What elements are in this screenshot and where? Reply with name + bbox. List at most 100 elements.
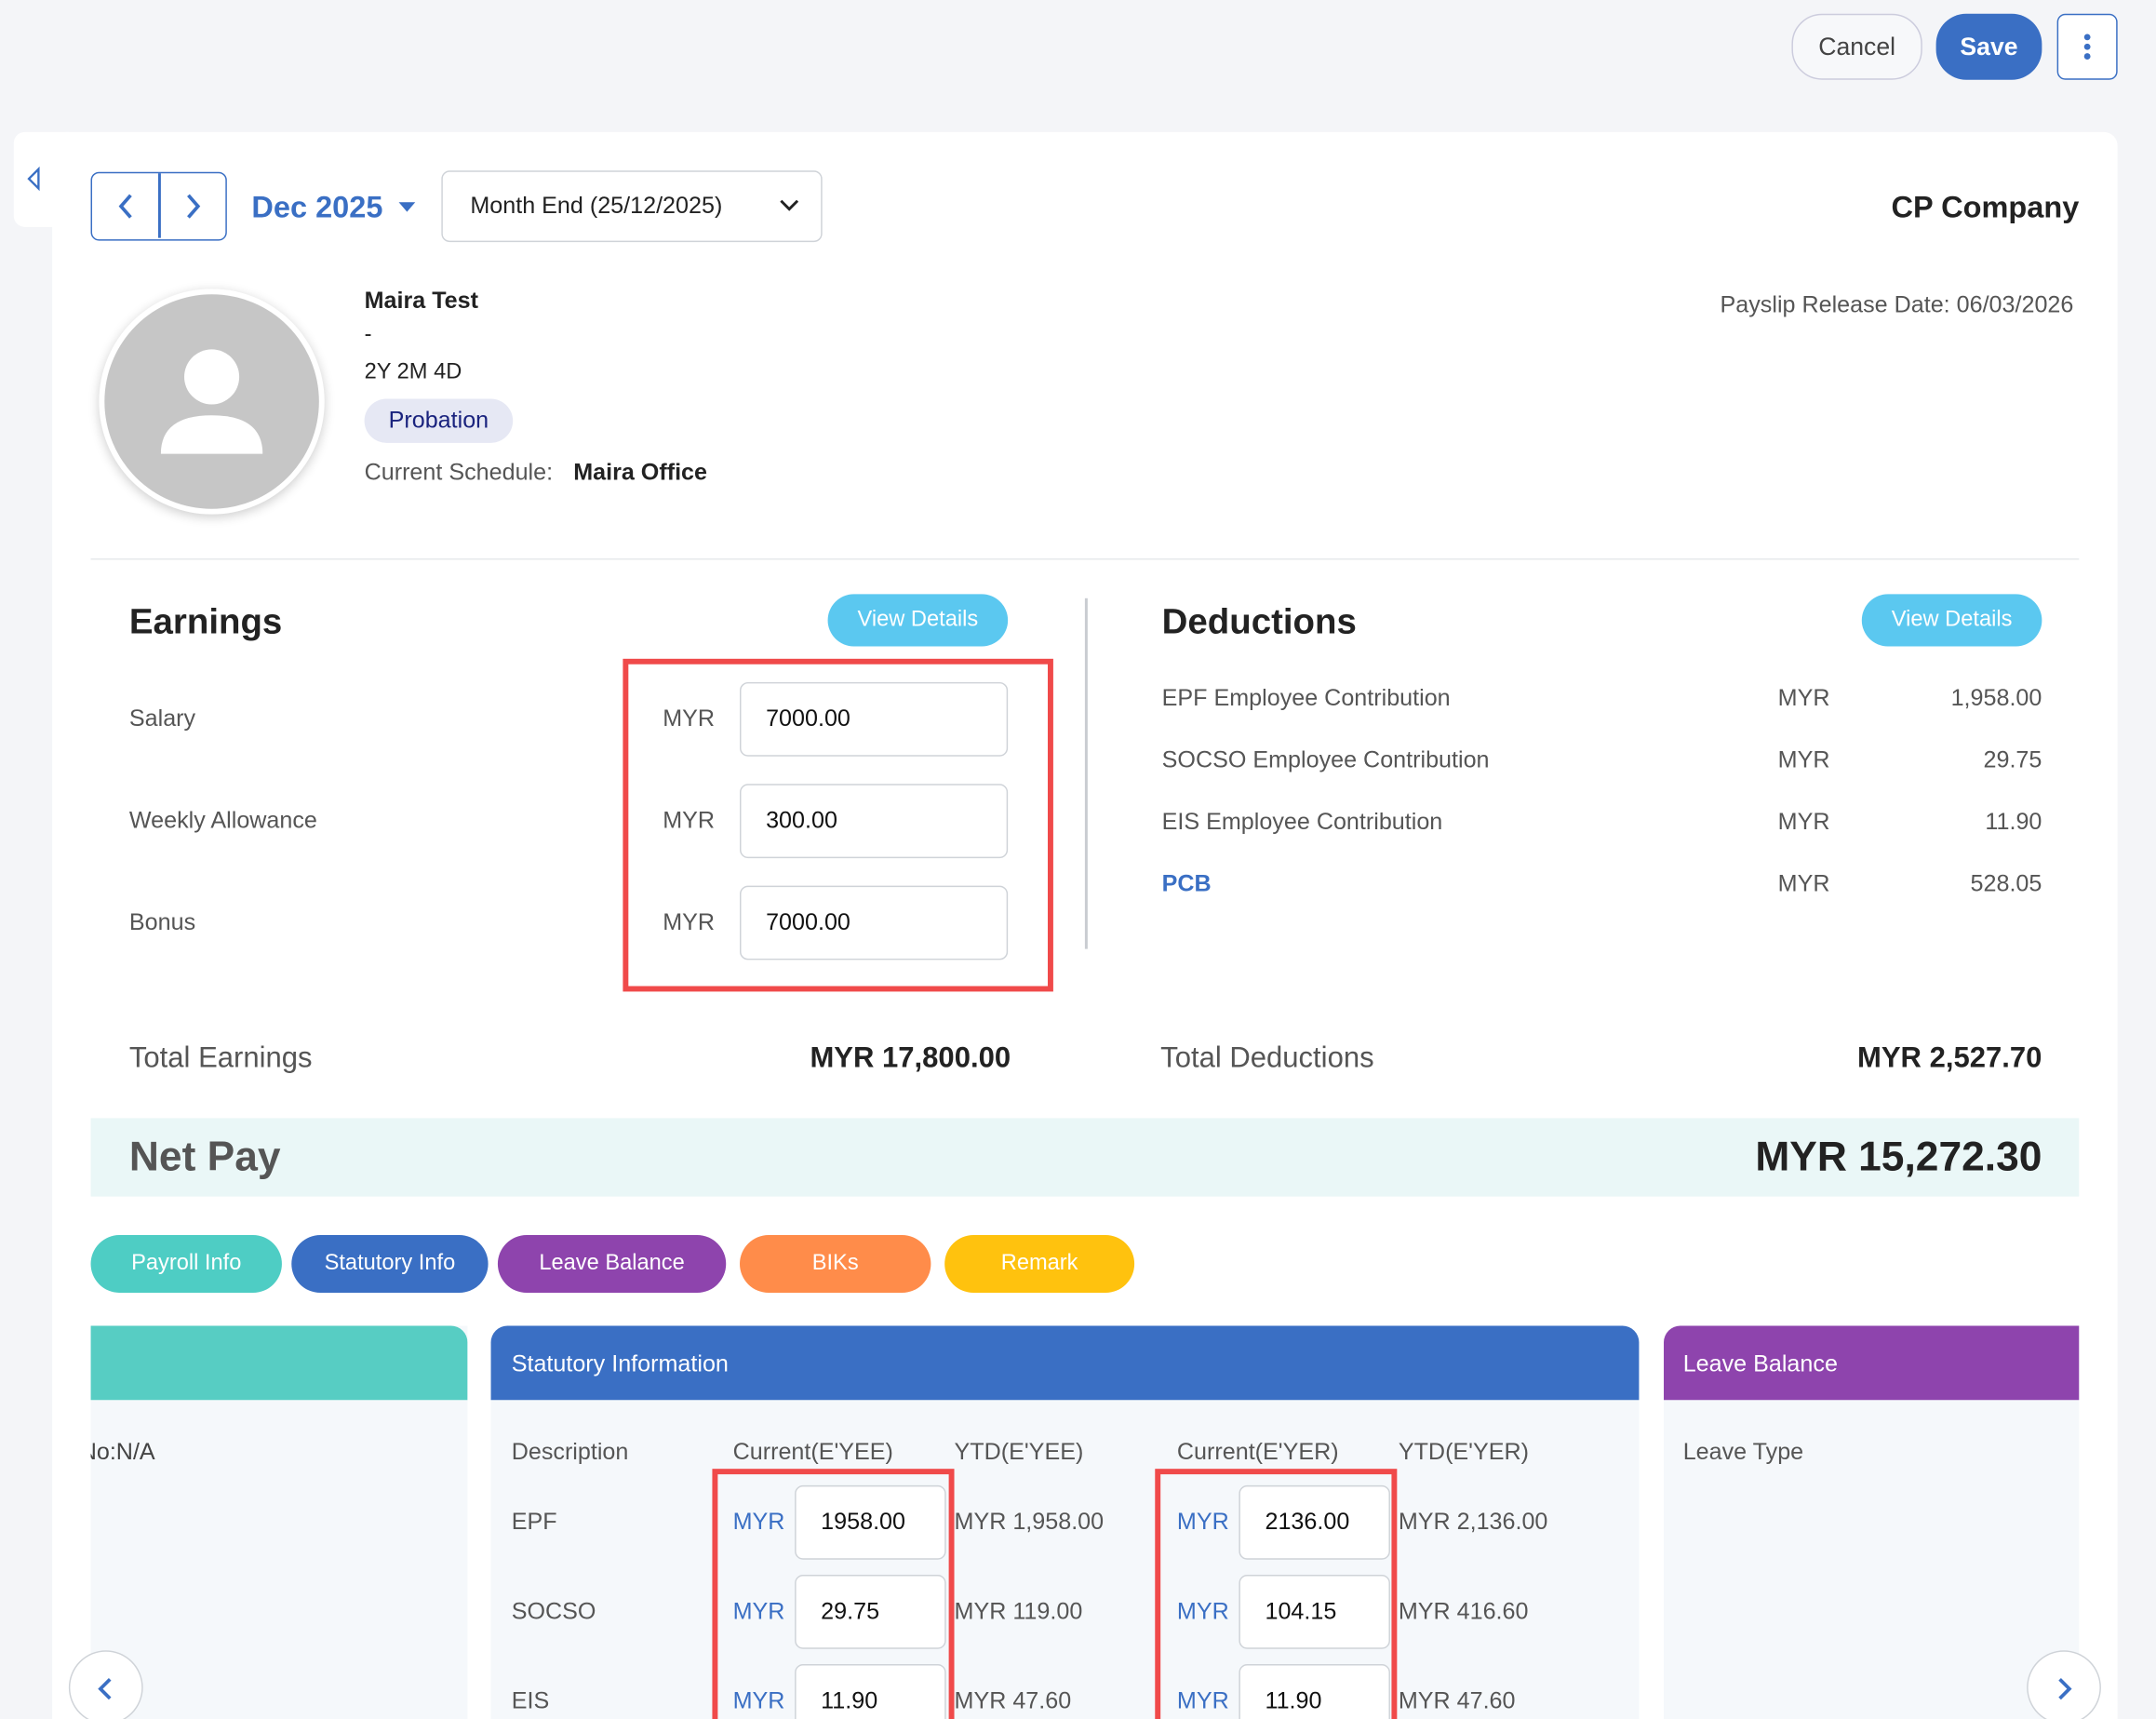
column-header: Current(E'YER): [1176, 1438, 1339, 1465]
highlight-box: [623, 658, 1053, 992]
ytd-employee: MYR 1,958.00: [954, 1509, 1105, 1536]
company: CP Company: [1891, 189, 2080, 224]
payroll-text: No:N/A: [91, 1438, 155, 1465]
tab[interactable]: BIKs: [740, 1234, 931, 1294]
currency: MYR: [1176, 1687, 1229, 1714]
leave-header: Leave Type: [1682, 1438, 1804, 1465]
run-label: Month End (25/12/2025): [470, 192, 723, 219]
currency: MYR: [1777, 808, 1830, 835]
ytd-employer: MYR 416.60: [1398, 1598, 1529, 1625]
arrow-icon: [2058, 1677, 2072, 1700]
earning-label: Salary: [128, 705, 196, 732]
statutory-title: Statutory Information: [511, 1350, 729, 1377]
run-dropdown[interactable]: [441, 170, 823, 243]
row-label: SOCSO: [511, 1598, 596, 1625]
column-header: Description: [511, 1438, 629, 1465]
earning-input[interactable]: 300.00: [740, 784, 1009, 859]
tab[interactable]: Payroll Info: [90, 1234, 282, 1294]
currency: MYR: [663, 908, 716, 935]
deduction-label: EIS Employee Contribution: [1161, 808, 1443, 835]
deductions-title: Deductions: [1161, 600, 1357, 642]
avatar-icon: [104, 294, 319, 509]
employer-input[interactable]: 11.90: [1239, 1664, 1390, 1719]
currency: MYR: [1777, 870, 1830, 897]
net-pay-label: Net Pay: [128, 1135, 281, 1180]
period-nav: [90, 171, 227, 241]
currency: MYR: [1777, 684, 1830, 711]
earning-label: Weekly Allowance: [128, 807, 317, 834]
ytd-employee: MYR 119.00: [954, 1598, 1083, 1625]
column-header: Current(E'YEE): [732, 1438, 893, 1465]
deduction-amount: 1,958.00: [1950, 684, 2042, 711]
nav-arrows[interactable]: [92, 173, 224, 237]
earnings-title: Earnings: [128, 600, 283, 642]
total-earnings-label: Total Earnings: [128, 1042, 313, 1075]
earning-input[interactable]: 7000.00: [740, 681, 1009, 757]
column-header: YTD(E'YER): [1398, 1438, 1530, 1465]
currency: MYR: [732, 1598, 785, 1625]
leave-title: Leave Balance: [1682, 1350, 1838, 1377]
employer-input[interactable]: 104.15: [1239, 1574, 1390, 1649]
more-icon: [2083, 34, 2091, 60]
employee-input[interactable]: 1958.00: [795, 1484, 946, 1560]
employee-input[interactable]: 11.90: [795, 1664, 946, 1719]
chevron: [780, 199, 799, 211]
divider: [1084, 598, 1088, 949]
earning-input[interactable]: 7000.00: [740, 885, 1009, 960]
tenure: 2Y 2M 4D: [364, 360, 462, 384]
row-label: EIS: [511, 1687, 550, 1714]
currency: MYR: [1176, 1598, 1229, 1625]
total-earnings: MYR 17,800.00: [810, 1042, 1011, 1075]
avatar: [99, 289, 325, 515]
status-badge: Probation: [364, 398, 514, 443]
more-button[interactable]: [2056, 13, 2118, 80]
tab[interactable]: Statutory Info: [291, 1234, 489, 1294]
ytd-employee: MYR 47.60: [954, 1687, 1072, 1714]
currency: MYR: [1176, 1509, 1229, 1536]
deductions-view-details[interactable]: View Details: [1861, 594, 2042, 647]
cancel-button[interactable]: Cancel: [1791, 13, 1922, 80]
deduction-amount: 528.05: [1970, 870, 2042, 897]
highlight-box: [712, 1469, 955, 1719]
scroll-left[interactable]: [68, 1650, 143, 1719]
column-header: YTD(E'YEE): [954, 1438, 1084, 1465]
month-selector[interactable]: Dec 2025: [251, 189, 383, 224]
tab[interactable]: Remark: [944, 1234, 1135, 1294]
employer-input[interactable]: 2136.00: [1239, 1484, 1390, 1560]
panel-header: [90, 1325, 468, 1401]
scroll-right[interactable]: [2027, 1650, 2101, 1719]
deduction-label: EPF Employee Contribution: [1161, 684, 1451, 711]
schedule-label: Current Schedule:: [364, 459, 554, 486]
tab[interactable]: Leave Balance: [497, 1234, 727, 1294]
leave-panel: [1664, 1325, 2080, 1719]
row-label: EPF: [511, 1509, 557, 1536]
pcb-link[interactable]: PCB: [1161, 870, 1212, 897]
earning-label: Bonus: [128, 908, 196, 935]
schedule: Maira Office: [573, 459, 707, 486]
currency: MYR: [663, 705, 716, 732]
net-pay: MYR 15,272.30: [1755, 1135, 2042, 1180]
ytd-employer: MYR 47.60: [1398, 1687, 1516, 1714]
payroll-panel: No:N/A: [90, 1325, 468, 1719]
currency: MYR: [732, 1509, 785, 1536]
employee-input[interactable]: 29.75: [795, 1574, 946, 1649]
caret: [398, 202, 416, 212]
save-button[interactable]: Save: [1935, 13, 2042, 80]
release-date: Payslip Release Date: 06/03/2026: [1720, 291, 2074, 318]
currency: MYR: [663, 807, 716, 834]
ytd-employer: MYR 2,136.00: [1398, 1509, 1548, 1536]
employee-name: Maira Test: [364, 287, 478, 314]
total-deductions: MYR 2,527.70: [1857, 1042, 2042, 1075]
earnings-view-details[interactable]: View Details: [827, 594, 1009, 647]
net-pay-band: [90, 1118, 2080, 1197]
statutory-panel: [490, 1325, 1640, 1719]
employee-position: -: [364, 323, 372, 347]
panel-header: [490, 1325, 1640, 1401]
currency: MYR: [1777, 746, 1830, 773]
highlight-box: [1155, 1469, 1398, 1719]
total-deductions-label: Total Deductions: [1160, 1042, 1374, 1075]
panel-header: [1664, 1325, 2080, 1401]
divider: [90, 557, 2080, 560]
deduction-amount: 11.90: [1985, 808, 2042, 835]
